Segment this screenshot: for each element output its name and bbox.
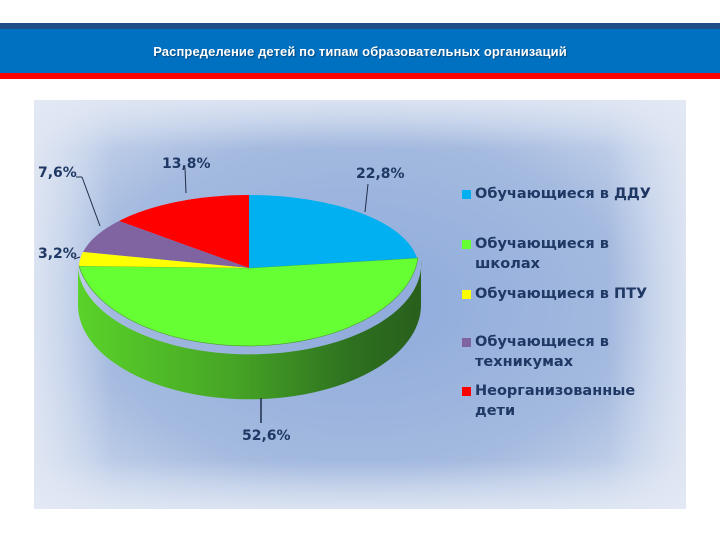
legend-item-schools: Обучающиеся в школах [462,234,675,274]
label-schools: 52,6% [242,428,291,444]
slice-tech [83,221,249,268]
legend-item-ptu: Обучающиеся в ПТУ [462,284,675,304]
label-tech: 7,6% [38,165,77,181]
chart-graphics [34,100,686,509]
legend-label: Обучающиеся в школах [475,236,609,272]
legend-swatch-icon [462,240,471,249]
legend-item-ddu: Обучающиеся в ДДУ [462,184,675,204]
label-ddu: 22,8% [356,166,405,182]
legend-swatch-icon [462,190,471,199]
slice-ddu [249,194,417,268]
legend-swatch-icon [462,338,471,347]
legend-label: Обучающиеся в техникумах [475,334,609,370]
legend-swatch-icon [462,290,471,299]
legend-item-tech: Обучающиеся в техникумах [462,332,615,372]
legend-item-unorganized: Неорганизованные дети [462,381,675,421]
header-band [0,29,720,73]
label-unorganized: 13,8% [162,156,211,172]
header-bottom-stripe [0,73,720,79]
legend-swatch-icon [462,387,471,396]
slice-schools [78,257,419,347]
label-ptu: 3,2% [38,246,77,262]
header-top-stripe [0,23,720,29]
slice-unorganized [119,194,249,268]
legend-label: Неорганизованные дети [475,383,636,419]
slice-ptu [79,252,249,268]
legend-label: Обучающиеся в ПТУ [475,286,648,302]
page-title: Распределение детей по типам образовател… [153,43,567,59]
legend-label: Обучающиеся в ДДУ [475,186,651,202]
slice-schools-side [78,260,422,400]
pie-chart: 22,8% 13,8% 7,6% 3,2% 52,6% Обучающиеся … [34,100,686,509]
